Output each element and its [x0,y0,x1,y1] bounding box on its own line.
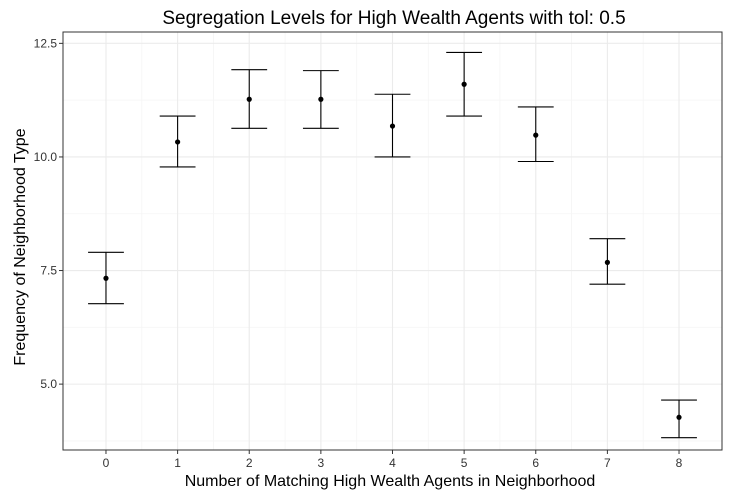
data-point [318,96,324,102]
error-bar-group [302,70,339,129]
error-bar-group [589,238,626,285]
x-tick-label: 5 [461,456,468,470]
error-bar-group [231,69,268,129]
data-point [533,132,539,138]
x-tick-label: 0 [103,456,110,470]
data-point [246,96,252,102]
error-bar-group [661,399,697,439]
y-tick-label: 12.5 [34,36,58,50]
error-bar-group [446,51,483,117]
x-tick-label: 8 [676,456,683,470]
data-point [676,414,682,420]
data-point [461,81,467,87]
y-tick-label: 5.0 [40,377,57,391]
data-point [175,139,181,145]
error-bar-group [88,251,124,305]
y-axis-title: Frequency of Neighborhood Type [12,128,29,365]
x-tick-label: 6 [532,456,539,470]
y-tick-label: 7.5 [40,264,57,278]
plot-area: 5.0 7.5 10.0 12.5 0 1 2 3 4 5 6 7 8 [34,31,723,470]
x-tick-label: 3 [318,456,325,470]
x-tick-label: 4 [389,456,396,470]
chart-title: Segregation Levels for High Wealth Agent… [162,8,625,29]
y-tick-label: 10.0 [34,150,58,164]
data-point [103,275,109,281]
error-bar-group [374,93,411,158]
data-point [389,123,396,129]
x-tick-label: 7 [604,456,611,470]
error-bar-group [517,106,554,163]
data-point [604,259,610,265]
x-tick-label: 2 [246,456,253,470]
error-bar-group [159,115,196,168]
x-tick-label: 1 [174,456,181,470]
x-axis-title: Number of Matching High Wealth Agents in… [185,473,596,490]
